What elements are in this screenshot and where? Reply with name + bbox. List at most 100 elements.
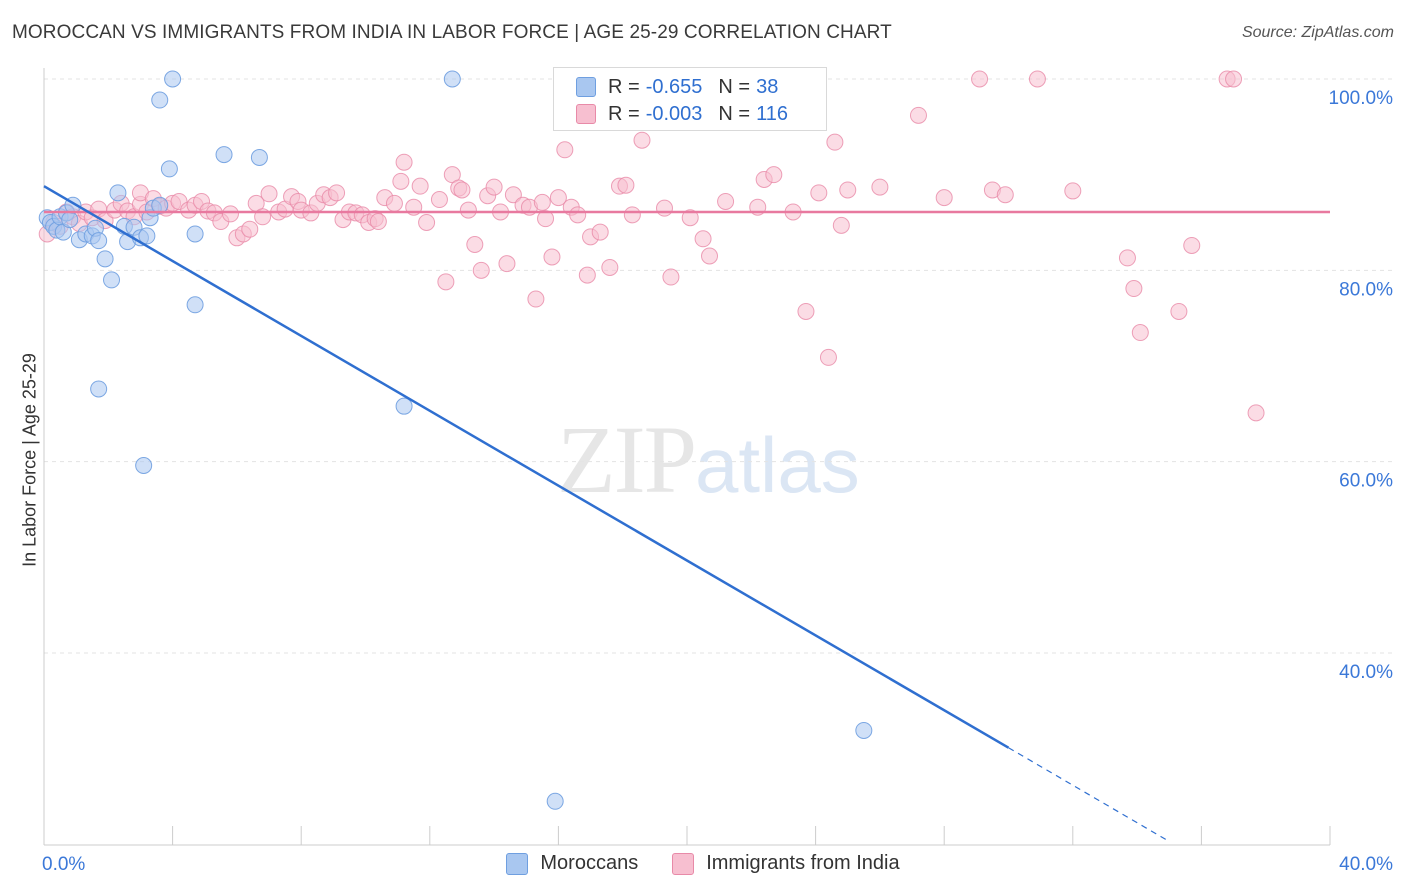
chart-title: MOROCCAN VS IMMIGRANTS FROM INDIA IN LAB… — [12, 22, 892, 43]
legend-swatch-moroccans — [506, 852, 529, 875]
india-point — [453, 181, 471, 199]
india-point — [681, 209, 699, 227]
india-point — [935, 189, 953, 207]
india-point — [569, 206, 587, 224]
moroccan-point — [855, 721, 873, 739]
watermark-atlas: atlas — [695, 421, 860, 509]
india-point — [418, 214, 436, 231]
source-credit: Source: ZipAtlas.com — [1241, 24, 1394, 41]
india-point — [1131, 324, 1149, 342]
legend-row-india: R = -0.003 N = 116 — [576, 102, 788, 126]
y-tick-label: 80.0% — [1339, 279, 1393, 300]
y-axis-label: In Labor Force | Age 25-29 — [19, 353, 40, 567]
moroccan-point — [215, 146, 233, 164]
correlation-legend: R = -0.655 N = 38 R = -0.003 N = 116 — [553, 67, 827, 131]
legend-r-label: R = — [608, 75, 640, 98]
moroccan-point — [250, 148, 268, 166]
moroccan-point — [96, 250, 114, 268]
moroccan-point — [109, 184, 127, 202]
india-point — [826, 133, 844, 151]
india-point — [601, 258, 619, 276]
series-legend: Moroccans Immigrants from India — [0, 852, 1406, 875]
india-point — [556, 141, 574, 159]
india-point — [623, 206, 641, 224]
india-point — [909, 106, 927, 124]
india-point — [578, 266, 596, 284]
india-point — [701, 247, 719, 265]
moroccan-point — [61, 211, 79, 229]
india-point — [633, 131, 651, 149]
india-point — [537, 210, 555, 228]
india-point — [839, 181, 857, 199]
india-point — [260, 185, 278, 203]
moroccan-point — [186, 296, 204, 314]
india-point — [392, 172, 410, 190]
india-point — [549, 189, 567, 207]
india-point — [485, 178, 503, 196]
moroccan-point — [138, 227, 156, 245]
india-point — [543, 248, 561, 266]
legend-label-moroccans: Moroccans — [540, 852, 639, 874]
india-point — [221, 205, 239, 223]
india-point — [1183, 236, 1201, 254]
india-point — [871, 178, 889, 196]
india-point — [797, 302, 815, 320]
legend-n-label: N = — [718, 102, 751, 125]
watermark-zip: ZIP — [557, 406, 697, 513]
india-point — [472, 261, 490, 279]
india-point — [1028, 70, 1046, 88]
legend-n-label: N = — [718, 75, 751, 98]
india-point — [328, 184, 346, 202]
legend-swatch-moroccans — [576, 77, 596, 97]
watermark: ZIPatlas — [557, 404, 860, 515]
y-tick-label: 100.0% — [1329, 88, 1394, 109]
india-point — [832, 216, 850, 234]
moroccan-trend-line — [43, 185, 1010, 749]
india-point — [810, 184, 828, 202]
legend-n-value: 38 — [756, 75, 779, 98]
india-point — [717, 192, 735, 210]
y-tick-label: 40.0% — [1339, 662, 1393, 683]
india-point — [1064, 182, 1082, 200]
india-point — [1118, 249, 1136, 267]
x-tick-label: 40.0% — [1339, 854, 1393, 875]
moroccan-point — [90, 232, 108, 250]
moroccan-point — [395, 397, 413, 415]
india-point — [369, 213, 387, 231]
india-point — [1247, 404, 1265, 422]
legend-row-moroccans: R = -0.655 N = 38 — [576, 75, 778, 99]
legend-swatch-india — [672, 852, 695, 875]
legend-item-moroccans: Moroccans — [506, 852, 638, 875]
moroccan-point — [90, 380, 108, 398]
india-point — [385, 194, 403, 212]
x-tick-label: 0.0% — [42, 854, 85, 875]
india-point — [395, 153, 413, 171]
india-point — [527, 290, 545, 308]
moroccan-point — [546, 792, 564, 810]
india-point — [459, 201, 477, 219]
moroccan-point — [160, 160, 178, 178]
india-point — [533, 193, 551, 211]
india-point — [1170, 302, 1188, 320]
moroccan-point — [164, 70, 182, 88]
legend-label-india: Immigrants from India — [706, 852, 900, 874]
india-point — [411, 177, 429, 195]
india-point — [765, 166, 783, 184]
india-point — [996, 186, 1014, 204]
india-point — [819, 348, 837, 366]
india-point — [430, 191, 448, 209]
y-tick-label: 60.0% — [1339, 471, 1393, 492]
india-point — [694, 230, 712, 248]
moroccan-point — [186, 225, 204, 243]
india-point — [504, 186, 522, 204]
legend-r-value: -0.655 — [645, 75, 703, 98]
india-point — [971, 70, 989, 88]
india-point — [498, 255, 516, 273]
legend-item-india: Immigrants from India — [672, 852, 900, 875]
moroccan-point — [135, 456, 153, 474]
moroccan-point — [151, 196, 169, 214]
moroccan-point — [151, 91, 169, 109]
legend-r-value: -0.003 — [645, 102, 703, 125]
india-point — [466, 236, 484, 254]
